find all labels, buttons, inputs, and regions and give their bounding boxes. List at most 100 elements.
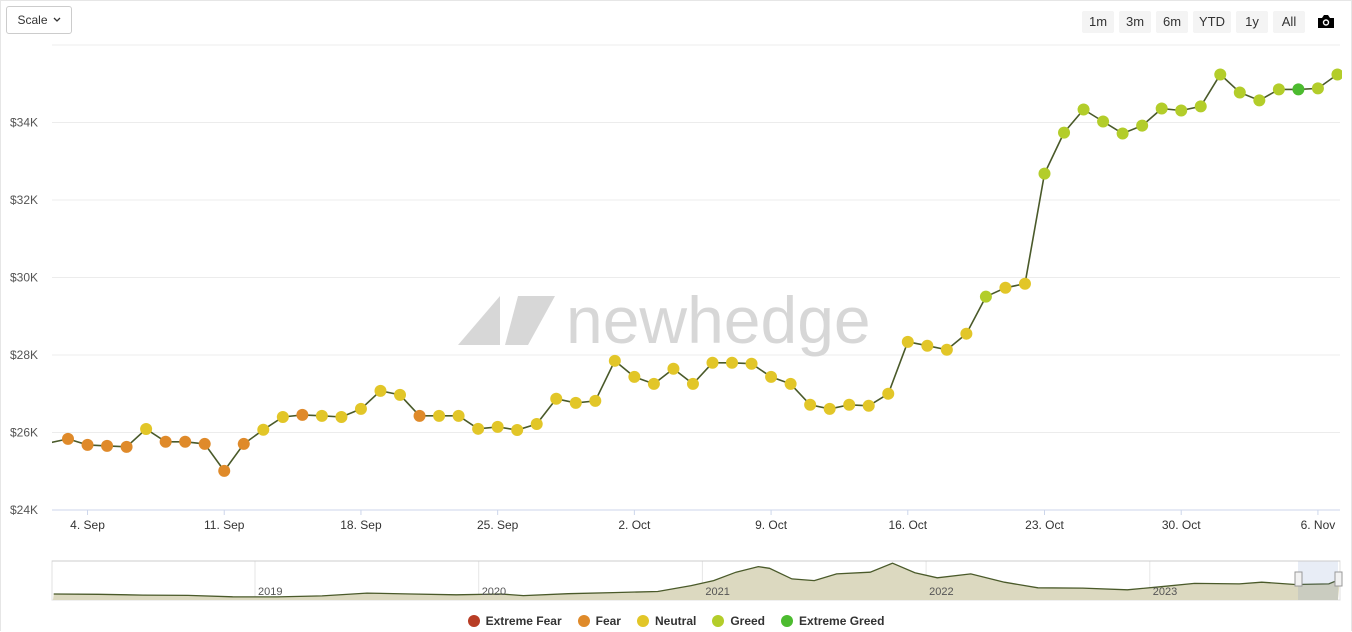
legend-label: Extreme Greed [799,614,885,628]
data-point-2023-10-03[interactable] [647,377,660,390]
data-point-2023-09-08[interactable] [159,435,172,448]
data-point-2023-10-06[interactable] [706,356,719,369]
data-point-2023-10-31[interactable] [1194,100,1207,113]
legend-dot [712,615,725,627]
data-point-2023-09-22[interactable] [433,409,446,422]
data-point-2023-10-10[interactable] [784,377,797,390]
data-point-2023-09-09[interactable] [179,435,192,448]
data-point-2023-10-30[interactable] [1175,104,1188,117]
data-point-2023-09-04[interactable] [81,438,94,451]
data-point-2023-10-11[interactable] [804,398,817,411]
data-point-2023-10-07[interactable] [726,356,739,369]
scale-dropdown[interactable]: Scale [6,6,72,34]
range-6m-button[interactable]: 6m [1156,11,1188,33]
navigator-handle[interactable] [1334,571,1343,587]
data-point-2023-11-05[interactable] [1292,83,1305,96]
data-point-2023-10-05[interactable] [686,377,699,390]
data-point-2023-09-18[interactable] [354,402,367,415]
data-point-2023-09-03[interactable] [62,432,74,445]
data-point-2023-10-16[interactable] [901,335,914,348]
navigator-year-label: 2022 [929,586,953,598]
data-point-2023-10-26[interactable] [1097,115,1110,128]
navigator-year-label: 2020 [482,586,506,598]
data-point-2023-10-24[interactable] [1058,126,1071,139]
data-point-2023-09-12[interactable] [237,437,250,450]
navigator-selection[interactable] [1298,561,1338,600]
data-point-2023-10-23[interactable] [1038,167,1051,180]
data-point-2023-10-19[interactable] [960,327,973,340]
data-point-2023-11-04[interactable] [1272,83,1285,96]
data-point-2023-11-07[interactable] [1331,68,1343,81]
data-point-2023-09-24[interactable] [472,422,485,435]
data-point-2023-11-01[interactable] [1214,68,1227,81]
data-point-2023-09-27[interactable] [530,417,543,430]
data-point-2023-09-07[interactable] [140,423,153,436]
data-point-2023-09-14[interactable] [276,411,289,423]
x-tick-label: 30. Oct [1162,518,1201,532]
data-point-2023-10-21[interactable] [999,281,1012,294]
x-tick-label: 2. Oct [618,518,651,532]
data-point-2023-09-17[interactable] [335,411,348,423]
data-point-2023-10-09[interactable] [765,370,778,383]
legend-greed[interactable]: Greed [712,614,765,628]
range-ytd-button[interactable]: YTD [1193,11,1231,33]
legend-label: Neutral [654,614,697,628]
chevron-down-icon [53,17,60,22]
price-chart: newhedge $24K $26K $28K $30K $32K $34K 4. Sep… [10,44,1343,601]
data-point-2023-09-06[interactable] [120,440,133,453]
data-point-2023-10-13[interactable] [843,398,856,411]
data-point-2023-10-27[interactable] [1116,127,1129,140]
data-point-2023-09-11[interactable] [218,464,231,477]
data-point-2023-09-20[interactable] [394,388,407,401]
x-tick-label: 9. Oct [755,518,788,532]
data-point-2023-10-17[interactable] [921,339,934,352]
data-point-2023-09-25[interactable] [491,420,504,433]
range-3m-button[interactable]: 3m [1119,11,1151,33]
data-point-2023-10-29[interactable] [1155,102,1168,115]
navigator-year-label: 2019 [258,586,282,598]
data-point-2023-11-02[interactable] [1233,86,1246,99]
data-point-2023-09-23[interactable] [452,409,465,422]
data-point-2023-09-28[interactable] [550,392,563,405]
legend-neutral[interactable]: Neutral [636,614,697,628]
data-point-2023-10-04[interactable] [667,362,680,375]
data-point-2023-10-02[interactable] [628,370,641,383]
x-tick-label: 18. Sep [340,518,382,532]
data-point-2023-09-29[interactable] [569,396,582,409]
data-point-2023-10-01[interactable] [608,354,621,367]
data-point-2023-10-22[interactable] [1018,277,1031,290]
range-1y-button[interactable]: 1y [1236,11,1268,33]
data-point-2023-10-28[interactable] [1136,119,1149,132]
data-point-2023-11-06[interactable] [1311,82,1324,95]
data-point-2023-09-05[interactable] [101,439,114,452]
data-point-2023-10-18[interactable] [940,343,953,356]
data-point-2023-09-10[interactable] [198,437,211,450]
data-point-2023-09-13[interactable] [257,423,270,436]
data-point-2023-09-15[interactable] [296,408,309,421]
data-point-2023-10-12[interactable] [823,402,836,415]
data-point-2023-09-19[interactable] [374,384,387,397]
legend-label: Greed [730,614,766,628]
camera-icon[interactable] [1317,14,1335,29]
x-tick-label: 4. Sep [70,518,105,532]
data-point-2023-10-15[interactable] [882,387,895,400]
range-1m-button[interactable]: 1m [1082,11,1114,33]
data-point-2023-10-25[interactable] [1077,103,1090,116]
navigator-handle[interactable] [1294,571,1303,587]
data-point-2023-10-20[interactable] [979,290,992,303]
legend-extreme-fear[interactable]: Extreme Fear [467,614,562,628]
y-tick-label: $34K [10,116,38,130]
data-point-2023-10-08[interactable] [745,357,758,370]
legend-dot [636,615,649,627]
x-tick-label: 16. Oct [888,518,927,532]
data-point-2023-10-14[interactable] [862,399,875,412]
range-all-button[interactable]: All [1273,11,1305,33]
data-point-2023-09-16[interactable] [315,409,328,422]
legend-extreme-greed[interactable]: Extreme Greed [781,614,884,628]
data-point-2023-11-03[interactable] [1253,94,1266,107]
legend-fear[interactable]: Fear [577,614,621,628]
x-tick-label: 6. Nov [1301,518,1336,532]
data-point-2023-09-21[interactable] [413,409,426,422]
data-point-2023-09-30[interactable] [589,394,602,407]
data-point-2023-09-26[interactable] [511,423,524,436]
